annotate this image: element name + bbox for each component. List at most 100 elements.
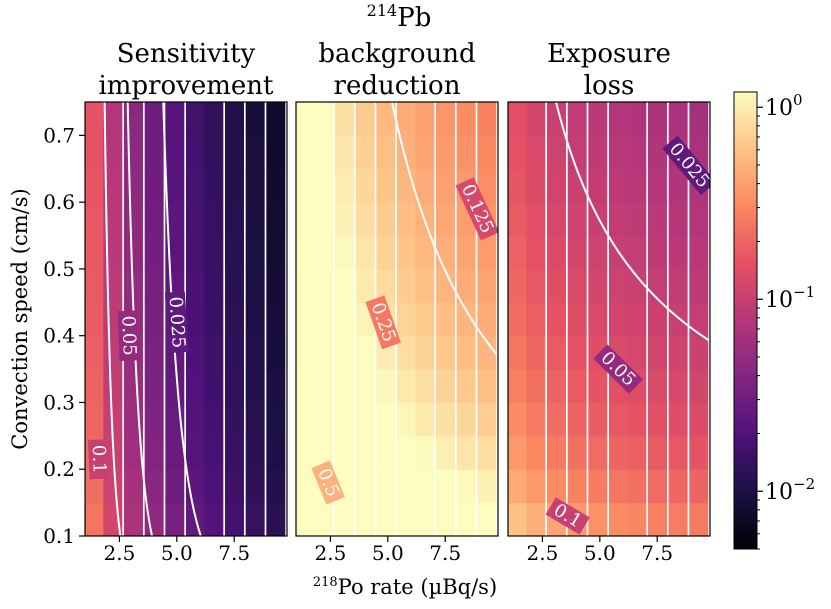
- heatmap-cell: [314, 168, 334, 203]
- heatmap-cell: [415, 502, 435, 536]
- heatmap-cell: [204, 335, 224, 370]
- heatmap-cell: [225, 502, 244, 536]
- heatmap-cell: [314, 235, 334, 270]
- heatmap-cell: [648, 402, 667, 437]
- heatmap-cell: [376, 502, 396, 536]
- heatmap-cell: [588, 268, 608, 303]
- heatmap-cell: [415, 402, 435, 437]
- contour-label-gap: [455, 177, 498, 241]
- heatmap-cell: [668, 235, 688, 270]
- heatmap-cell: [144, 335, 164, 370]
- heatmap-cell: [314, 335, 334, 370]
- heatmap-cell: [85, 102, 104, 136]
- heatmap-cell: [508, 502, 527, 536]
- heatmap-cell: [296, 402, 315, 437]
- heatmap-cell: [296, 168, 315, 203]
- heatmap-cell: [245, 268, 265, 303]
- heatmap-cell: [567, 335, 587, 370]
- figure-title-main: Pb: [397, 3, 431, 33]
- heatmap-cell: [588, 469, 608, 504]
- heatmap-cell: [85, 235, 104, 270]
- heatmap-cell: [355, 435, 375, 470]
- heatmap-cell: [296, 268, 315, 303]
- heatmap-cell: [689, 435, 709, 470]
- figure-title-prefix: 214: [367, 1, 398, 20]
- heatmap-cell: [436, 335, 455, 370]
- heatmap-cell: [397, 369, 416, 404]
- panel-title-sensitivity-line1: Sensitivity: [117, 39, 256, 69]
- colorbar-tick-label: 10−2: [765, 475, 815, 505]
- heatmap-cell: [456, 369, 476, 404]
- heatmap-cell: [103, 135, 123, 170]
- heatmap-cell: [245, 469, 265, 504]
- heatmap-cell: [225, 102, 244, 136]
- heatmap-cell: [296, 369, 315, 404]
- heatmap-cell: [335, 502, 354, 536]
- colorbar-gradient: [733, 91, 758, 550]
- heatmap-cell: [397, 402, 416, 437]
- heatmap-cell: [355, 469, 375, 504]
- x-tick-label: 2.5: [104, 541, 136, 565]
- contour-label-gap: [117, 310, 140, 362]
- heatmap-cell: [355, 202, 375, 237]
- y-tick-label: 0.4: [43, 324, 75, 348]
- heatmap-cell: [186, 268, 205, 303]
- heatmap-cell: [415, 268, 435, 303]
- contour-label: 0.025: [165, 296, 189, 349]
- panel-exposure: 0.10.050.025: [507, 101, 711, 537]
- panel-title-exposure-line1: Exposure: [547, 39, 671, 69]
- heatmap-cell: [588, 102, 608, 136]
- heatmap-cell: [567, 168, 587, 203]
- heatmap-cell: [547, 102, 566, 136]
- heatmap-cell: [376, 402, 396, 437]
- heatmap-cell: [335, 435, 354, 470]
- heatmap-cell: [668, 202, 688, 237]
- heatmap-cell: [144, 302, 164, 337]
- panel-title-background-line2: reduction: [334, 71, 461, 101]
- heatmap-cell: [266, 168, 286, 203]
- y-tick-label: 0.6: [43, 190, 75, 214]
- heatmap-cell: [225, 369, 244, 404]
- heatmap-cell: [436, 202, 455, 237]
- heatmap-cell: [627, 268, 647, 303]
- heatmap-cell: [588, 435, 608, 470]
- heatmap-cell: [245, 502, 265, 536]
- heatmap-cell: [103, 268, 123, 303]
- heatmap-cell: [245, 435, 265, 470]
- heatmap-cells-background: [296, 102, 497, 536]
- heatmap-cell: [225, 168, 244, 203]
- heatmap-cell: [204, 302, 224, 337]
- heatmap-cell: [245, 135, 265, 170]
- heatmap-cell: [335, 302, 354, 337]
- heatmap-cell: [165, 435, 185, 470]
- heatmap-cell: [355, 502, 375, 536]
- heatmap-cell: [314, 135, 334, 170]
- y-axis-label: Convection speed (cm/s): [8, 188, 32, 449]
- x-tick-label: 2.5: [527, 541, 559, 565]
- heatmap-cell: [648, 168, 667, 203]
- heatmap-cell: [204, 168, 224, 203]
- heatmap-cell: [436, 502, 455, 536]
- heatmap-cell: [508, 435, 527, 470]
- colorbar: 100 10−1 10−2: [733, 91, 815, 550]
- heatmap-cell: [296, 502, 315, 536]
- heatmap-cell: [436, 268, 455, 303]
- heatmap-cell: [103, 369, 123, 404]
- heatmap-cell: [186, 202, 205, 237]
- heatmap-cell: [266, 202, 286, 237]
- heatmap-cell: [689, 202, 709, 237]
- heatmap-cell: [668, 168, 688, 203]
- heatmap-cell: [85, 502, 104, 536]
- heatmap-cell: [314, 369, 334, 404]
- heatmap-cell: [397, 102, 416, 136]
- contour-line: [554, 102, 710, 343]
- heatmap-cell: [397, 235, 416, 270]
- heatmap-cell: [547, 268, 566, 303]
- x-tick-label: 7.5: [429, 541, 461, 565]
- heatmap-cell: [588, 135, 608, 170]
- heatmap-cell: [456, 135, 476, 170]
- contour-line: [103, 102, 122, 536]
- heatmap-cell: [85, 302, 104, 337]
- heatmap-cell: [335, 235, 354, 270]
- heatmap-cell: [627, 302, 647, 337]
